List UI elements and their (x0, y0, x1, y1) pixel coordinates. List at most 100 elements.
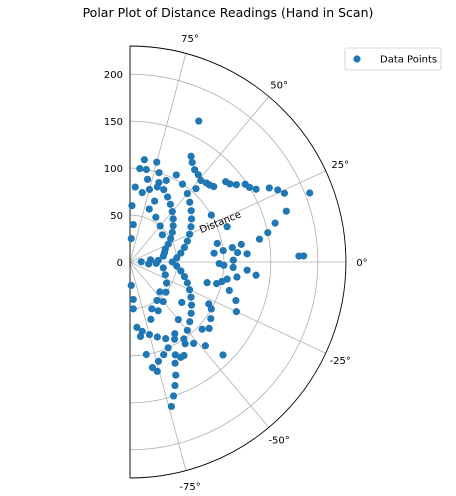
data-point (188, 158, 196, 167)
data-point (133, 323, 141, 331)
data-point (160, 186, 168, 194)
data-point (228, 244, 236, 252)
data-point (171, 359, 179, 367)
data-point (186, 198, 194, 206)
theta-tick-label: 25° (331, 160, 349, 171)
data-point (185, 286, 194, 294)
data-point (159, 252, 167, 260)
data-point (167, 234, 175, 243)
data-point (138, 327, 146, 335)
data-point (186, 318, 194, 326)
data-point (152, 213, 160, 221)
data-point (201, 342, 210, 350)
data-point (171, 335, 179, 343)
data-point (195, 117, 203, 125)
outer-spine (129, 45, 347, 479)
data-point (187, 309, 195, 317)
data-point (171, 351, 179, 359)
theta-tick-label: 50° (270, 80, 288, 91)
data-point (154, 357, 163, 365)
data-point (145, 260, 153, 268)
data-point (172, 171, 180, 179)
data-point (136, 165, 144, 173)
data-point (156, 222, 164, 230)
data-point (161, 271, 169, 279)
data-point (232, 181, 240, 189)
data-point (212, 279, 221, 288)
data-point (173, 262, 181, 270)
data-point (153, 158, 161, 166)
data-point (166, 200, 174, 208)
data-point (167, 402, 176, 411)
data-point (300, 252, 308, 260)
data-point (138, 189, 146, 197)
data-point (162, 288, 170, 296)
data-point (178, 298, 186, 307)
data-point (137, 258, 145, 266)
legend-marker-data-points (353, 55, 361, 63)
data-point (147, 315, 155, 323)
data-point (177, 267, 185, 275)
data-point (174, 315, 182, 324)
theta-tick-label: -25° (330, 356, 351, 367)
data-point (169, 222, 177, 230)
data-point (190, 339, 198, 348)
data-point (219, 246, 227, 255)
data-point (252, 271, 260, 279)
data-point (169, 215, 177, 223)
data-point (233, 273, 241, 281)
data-point (232, 308, 240, 316)
data-point (187, 301, 196, 309)
angular-gridline (129, 53, 187, 263)
legend-box (344, 47, 442, 71)
theta-tick-label: -75° (179, 482, 200, 493)
data-point (205, 324, 213, 333)
data-point (237, 240, 245, 248)
data-point (207, 211, 215, 219)
data-point (220, 261, 228, 269)
data-point (142, 350, 150, 359)
polar-grid (129, 45, 347, 479)
data-point (127, 281, 135, 290)
data-point (187, 207, 195, 215)
data-point (306, 189, 314, 197)
data-point (191, 166, 199, 174)
data-point (162, 335, 170, 343)
data-point (171, 330, 179, 338)
theta-tick-label: 0° (356, 258, 367, 269)
data-point (152, 259, 160, 267)
data-point (274, 186, 282, 194)
data-point (197, 176, 205, 185)
data-point (187, 215, 196, 223)
r-tick-label: 0 (117, 258, 123, 269)
data-point (264, 229, 272, 237)
data-point (282, 207, 290, 215)
data-point (180, 272, 189, 281)
data-point (252, 185, 260, 193)
data-point (131, 183, 139, 191)
data-point (233, 248, 242, 257)
data-point (280, 189, 289, 197)
data-point (194, 171, 202, 179)
data-point (265, 184, 273, 192)
data-point (213, 239, 221, 248)
data-point (198, 325, 206, 333)
data-point (129, 295, 137, 304)
data-point (177, 249, 185, 257)
data-point (229, 256, 237, 264)
data-point (183, 190, 191, 198)
data-point (129, 305, 137, 313)
data-point (127, 234, 135, 243)
data-point (180, 243, 189, 252)
data-point (153, 333, 161, 341)
data-point (183, 237, 191, 245)
data-point (142, 165, 150, 174)
theta-tick-label: -50° (268, 436, 289, 447)
data-point (187, 152, 195, 160)
legend-label-data-points: Data Points (380, 55, 437, 66)
data-point (187, 293, 195, 301)
legend: Data Points (344, 47, 442, 71)
data-point (183, 326, 191, 334)
data-point (205, 300, 213, 308)
